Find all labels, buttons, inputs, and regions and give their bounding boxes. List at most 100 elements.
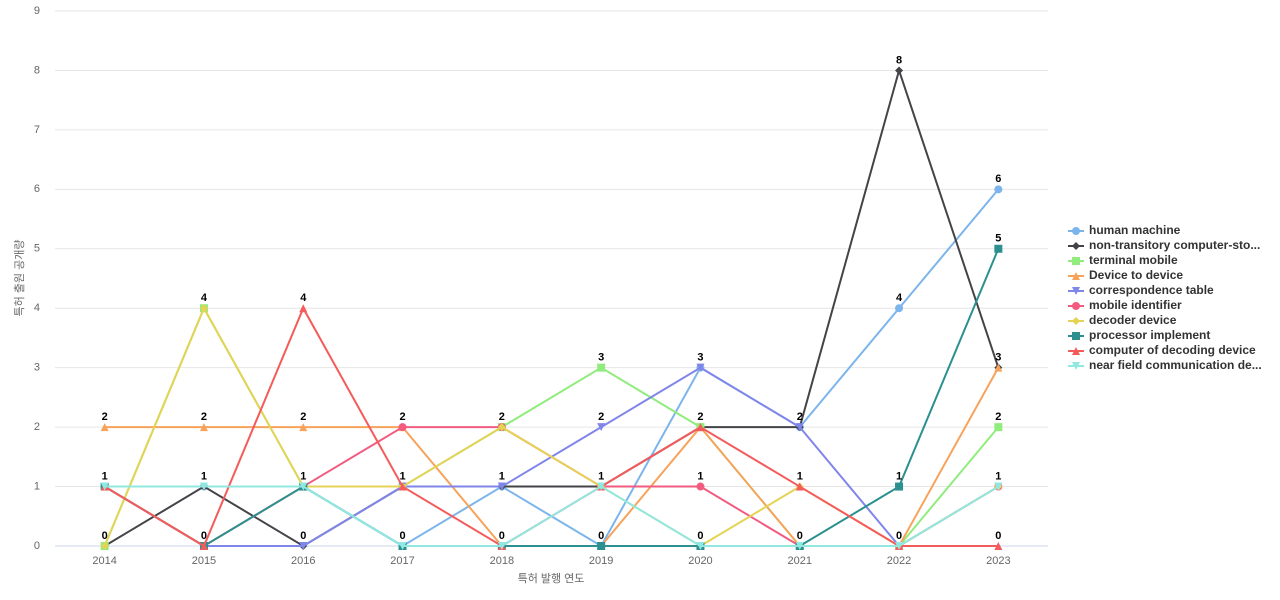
legend-item[interactable]: processor implement: [1068, 328, 1210, 342]
data-label: 4: [896, 292, 903, 304]
marker: [299, 423, 308, 432]
x-tick-label: 2020: [688, 555, 712, 567]
data-label: 2: [995, 411, 1001, 423]
data-label: 1: [896, 470, 902, 482]
y-tick-label: 7: [34, 124, 40, 136]
marker: [199, 482, 208, 491]
data-label: 0: [102, 530, 108, 542]
legend-label: human machine: [1089, 223, 1181, 237]
data-label: 4: [201, 292, 208, 304]
marker: [597, 542, 606, 550]
marker: [597, 482, 606, 491]
marker: [199, 542, 208, 550]
data-label: 0: [201, 530, 207, 542]
marker: [1072, 257, 1080, 265]
marker: [597, 423, 606, 432]
data-label: 2: [300, 411, 306, 423]
data-label: 2: [797, 411, 803, 423]
data-label: 2: [697, 411, 703, 423]
marker: [795, 482, 804, 491]
marker: [398, 482, 407, 491]
marker: [895, 66, 904, 75]
legend-item[interactable]: human machine: [1068, 223, 1181, 237]
legend-label: Device to device: [1089, 268, 1183, 282]
y-tick-label: 2: [34, 421, 40, 433]
marker: [994, 423, 1003, 432]
marker: [398, 423, 407, 432]
data-label: 0: [399, 530, 405, 542]
legend-label: terminal mobile: [1089, 253, 1178, 267]
data-label: 0: [300, 530, 306, 542]
data-label: 0: [896, 530, 902, 542]
data-label: 1: [995, 470, 1001, 482]
legend-item[interactable]: correspondence table: [1068, 283, 1214, 297]
marker: [1072, 227, 1080, 235]
data-label: 6: [995, 173, 1001, 185]
data-label: 2: [201, 411, 207, 423]
marker: [696, 363, 705, 372]
data-label: 1: [797, 470, 803, 482]
marker: [100, 423, 109, 432]
marker: [994, 482, 1003, 491]
data-label: 5: [995, 233, 1001, 245]
data-label: 2: [598, 411, 604, 423]
legend-item[interactable]: near field communication de...: [1068, 358, 1262, 372]
marker: [100, 482, 109, 491]
y-tick-label: 5: [34, 243, 40, 255]
x-axis-label: 특허 발행 연도: [518, 572, 585, 585]
marker: [696, 482, 705, 491]
legend-label: decoder device: [1089, 313, 1177, 327]
marker: [299, 482, 308, 491]
y-tick-label: 8: [34, 64, 40, 76]
marker: [497, 423, 506, 432]
marker: [299, 304, 308, 313]
y-tick-label: 4: [34, 302, 40, 314]
legend-label: processor implement: [1089, 328, 1210, 342]
y-tick-label: 3: [34, 362, 40, 374]
legend-label: non-transitory computer-sto...: [1089, 238, 1260, 252]
legend-label: correspondence table: [1089, 283, 1214, 297]
marker: [994, 185, 1003, 194]
marker: [696, 423, 705, 432]
y-axis-label: 특허 출원 공개량: [13, 240, 26, 317]
data-label: 3: [995, 352, 1001, 364]
marker: [1072, 317, 1080, 325]
marker: [895, 482, 904, 491]
x-tick-label: 2023: [986, 555, 1010, 567]
data-label: 3: [598, 352, 604, 364]
marker: [1072, 332, 1080, 340]
data-label: 1: [201, 470, 207, 482]
legend-item[interactable]: non-transitory computer-sto...: [1068, 238, 1260, 252]
marker: [795, 542, 804, 550]
data-label: 4: [300, 292, 307, 304]
data-label: 0: [499, 530, 505, 542]
legend-item[interactable]: terminal mobile: [1068, 253, 1178, 267]
marker: [895, 304, 904, 313]
legend-item[interactable]: mobile identifier: [1068, 298, 1182, 312]
data-label: 1: [300, 470, 306, 482]
marker: [994, 542, 1003, 550]
marker: [497, 542, 506, 550]
marker: [497, 482, 506, 491]
marker: [795, 423, 804, 432]
legend-label: near field communication de...: [1089, 358, 1262, 372]
data-label: 8: [896, 54, 902, 66]
marker: [1072, 302, 1080, 310]
legend-label: mobile identifier: [1089, 298, 1182, 312]
y-tick-label: 9: [34, 5, 40, 17]
x-tick-label: 2016: [291, 555, 315, 567]
y-tick-label: 0: [34, 540, 40, 552]
marker: [199, 304, 208, 313]
marker: [1072, 272, 1080, 280]
marker: [1072, 347, 1080, 355]
data-label: 1: [102, 470, 108, 482]
legend-item[interactable]: computer of decoding device: [1068, 343, 1256, 357]
marker: [994, 244, 1003, 253]
data-label: 0: [797, 530, 803, 542]
legend-item[interactable]: decoder device: [1068, 313, 1177, 327]
data-label: 2: [399, 411, 405, 423]
legend-item[interactable]: Device to device: [1068, 268, 1183, 282]
x-tick-label: 2019: [589, 555, 613, 567]
data-label: 2: [499, 411, 505, 423]
